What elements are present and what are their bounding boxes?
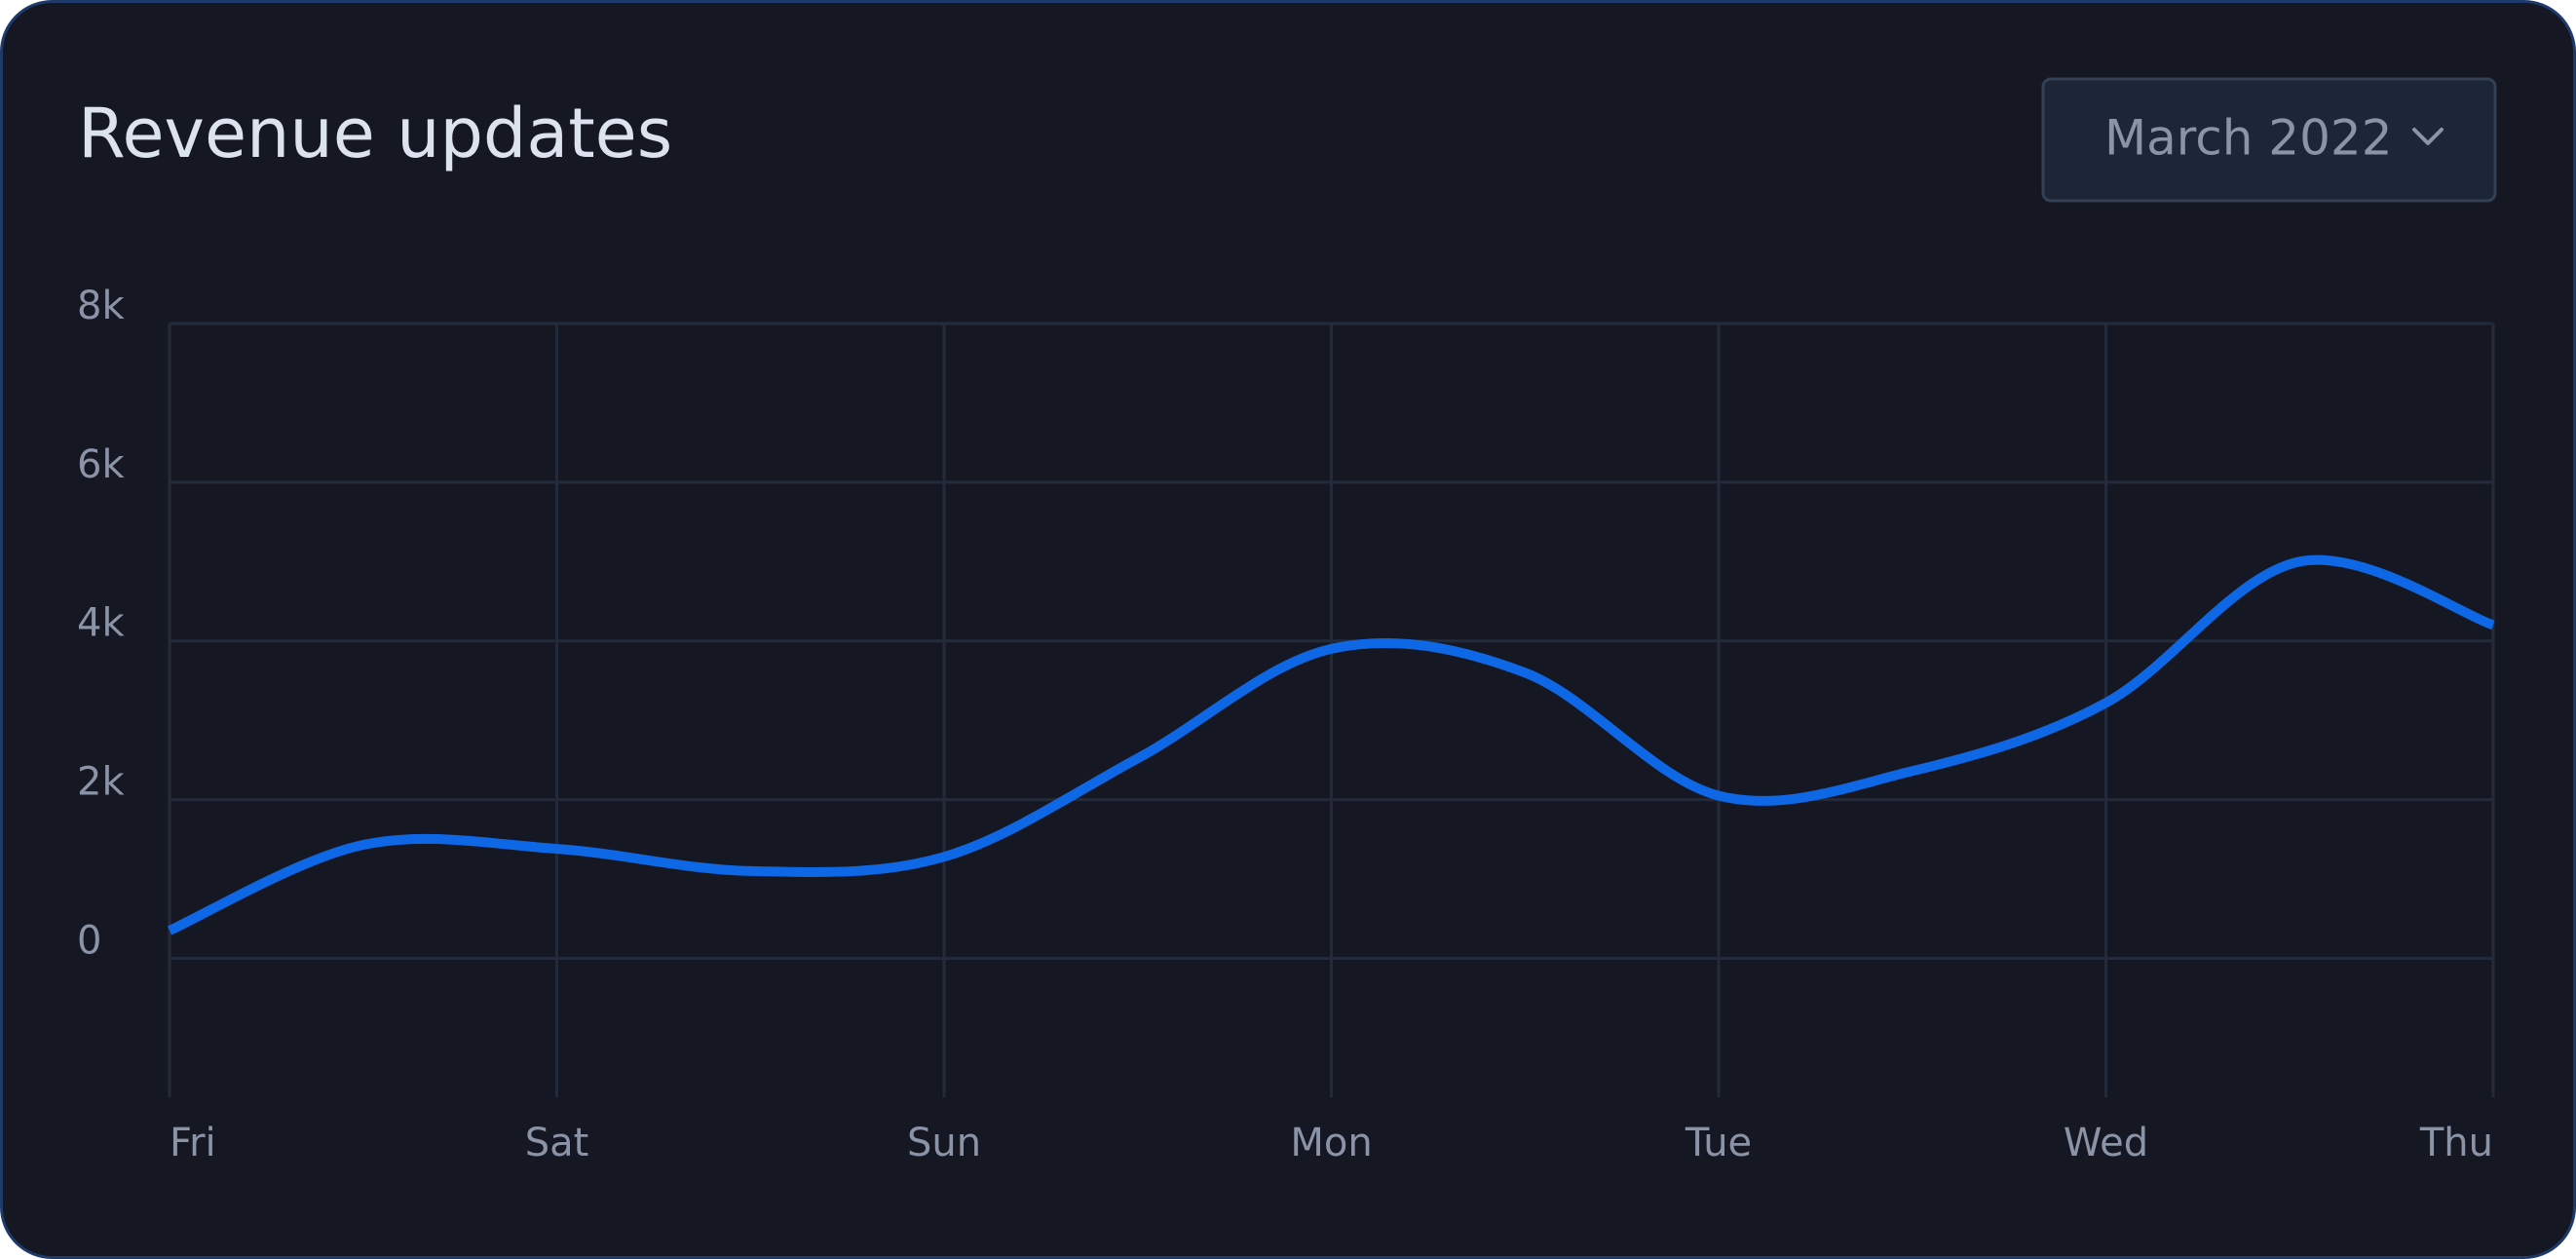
dropdown-chevron[interactable] [2412, 128, 2443, 145]
x-tick-label: Fri [170, 1121, 216, 1165]
x-tick-label: Sun [907, 1121, 981, 1165]
y-tick-label: 4k [77, 601, 125, 646]
revenue-line [167, 554, 2495, 935]
x-tick-label: Mon [1290, 1121, 1372, 1165]
y-tick-label: 2k [77, 760, 125, 805]
dropdown-label[interactable]: March 2022 [2104, 110, 2393, 167]
card-title: Revenue updates [78, 94, 672, 173]
x-tick-label: Thu [2419, 1121, 2493, 1165]
y-tick-label: 6k [77, 442, 125, 487]
y-tick-label: 0 [77, 918, 101, 963]
x-tick-label: Sat [525, 1121, 589, 1165]
month-dropdown[interactable]: March 2022 [2041, 77, 2497, 203]
dropdown-box[interactable] [2041, 77, 2497, 203]
x-tick-label: Wed [2064, 1121, 2148, 1165]
x-tick-label: Tue [1685, 1121, 1752, 1165]
y-tick-label: 8k [77, 284, 125, 328]
